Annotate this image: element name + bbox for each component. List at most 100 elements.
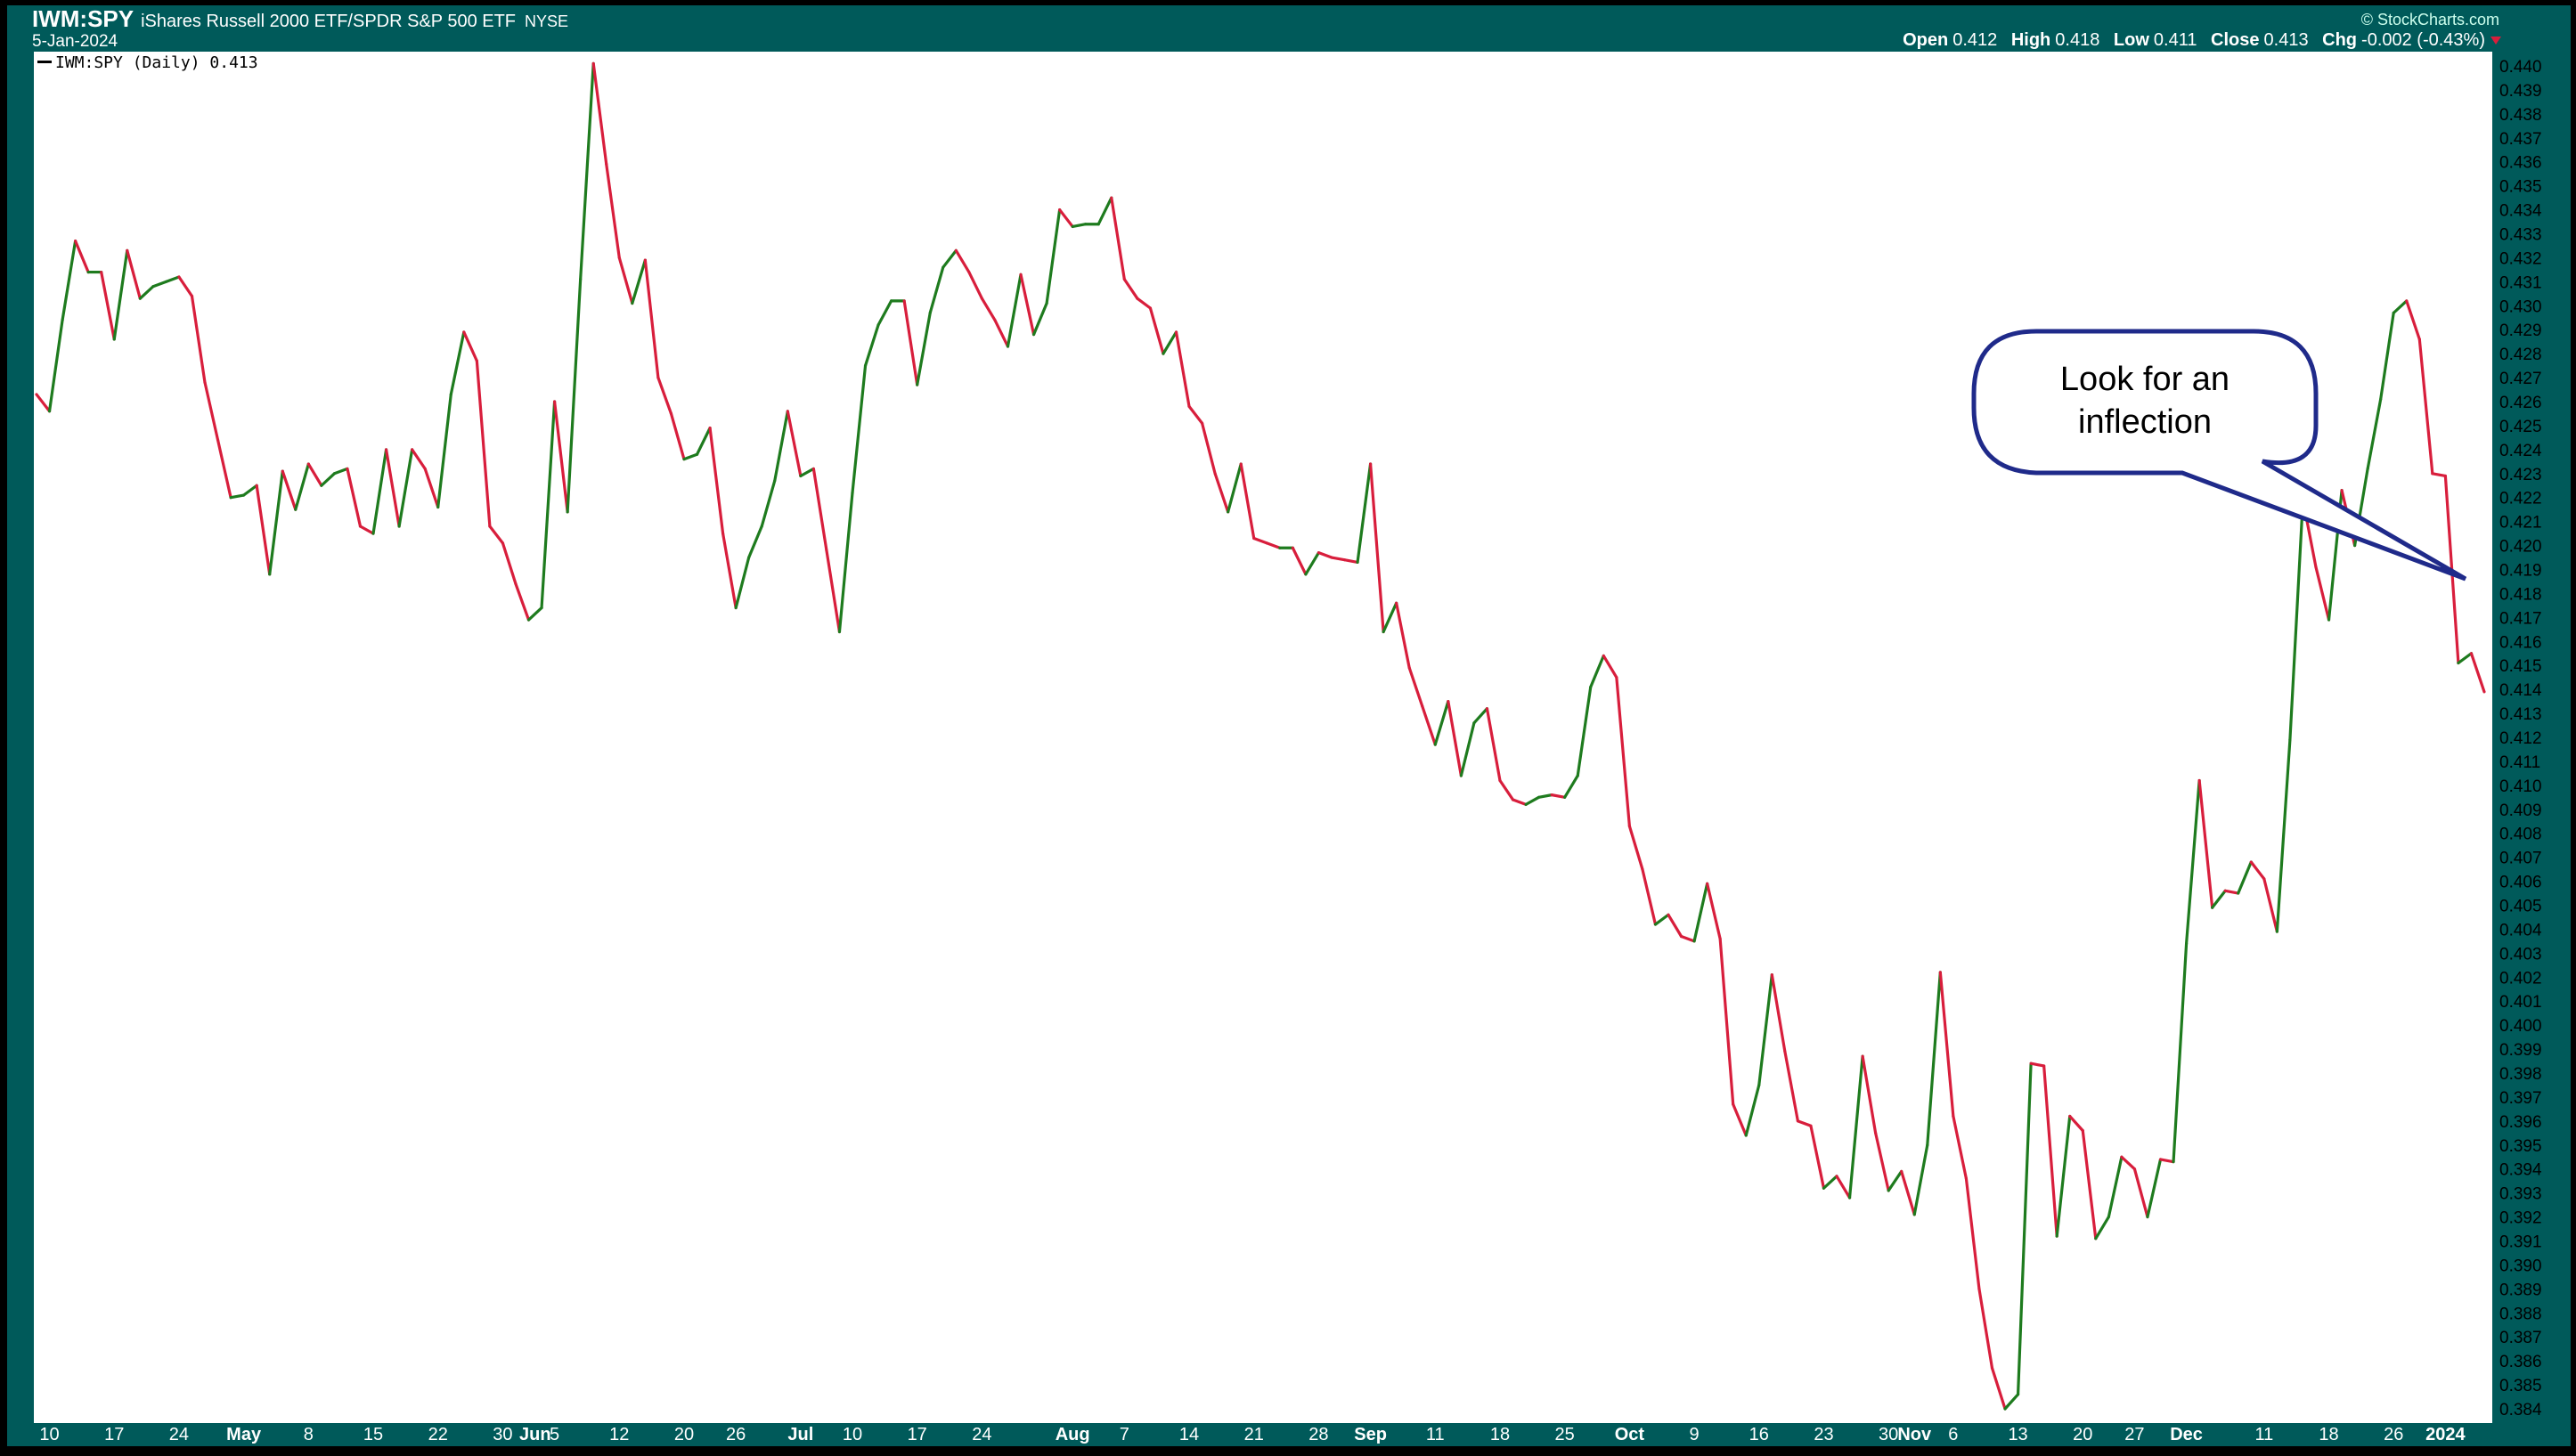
series-segment: [1265, 541, 1282, 549]
series-segment: [1952, 1114, 1969, 1181]
y-tick-label: 0.430: [2499, 297, 2542, 316]
y-tick-label: 0.420: [2499, 538, 2542, 557]
y-tick-label: 0.401: [2499, 993, 2542, 1012]
y-tick-label: 0.384: [2499, 1401, 2542, 1419]
y-tick-label: 0.423: [2499, 466, 2542, 484]
series-segment: [2146, 1158, 2163, 1219]
y-tick-label: 0.396: [2499, 1113, 2542, 1132]
series-segment: [2469, 652, 2486, 694]
y-tick-label: 0.413: [2499, 705, 2542, 724]
series-segment: [1887, 1169, 1903, 1192]
series-segment: [1757, 972, 1773, 1087]
series-segment: [2417, 338, 2434, 476]
series-segment: [1900, 1169, 1916, 1216]
series-segment: [605, 162, 621, 260]
series-segment: [2120, 1155, 2137, 1171]
series-segment: [1667, 913, 1683, 939]
x-tick-label: 6: [1948, 1425, 1958, 1444]
x-tick-label: May: [226, 1425, 262, 1444]
series-segment: [1874, 1131, 1890, 1192]
series-segment: [2211, 889, 2227, 909]
y-tick-label: 0.389: [2499, 1281, 2542, 1299]
series-segment: [786, 410, 803, 478]
series-segment: [643, 258, 660, 379]
y-tick-label: 0.436: [2499, 154, 2542, 173]
series-segment: [268, 469, 284, 576]
series-segment: [1537, 793, 1553, 799]
series-segment: [1071, 223, 1088, 229]
x-tick-label: 30: [493, 1425, 512, 1444]
series-segment: [579, 61, 595, 281]
series-segment: [540, 400, 557, 610]
series-segment: [2392, 299, 2409, 314]
x-tick-label: 18: [2319, 1425, 2338, 1444]
x-tick-label: 10: [39, 1425, 59, 1444]
series-segment: [2379, 311, 2395, 401]
legend-swatch: [37, 61, 52, 63]
exchange: NYSE: [525, 12, 568, 30]
x-tick-label: Jul: [787, 1425, 813, 1444]
series-segment: [1006, 272, 1023, 348]
legend-label: IWM:SPY (Daily) 0.413: [55, 53, 258, 72]
y-tick-label: 0.427: [2499, 370, 2542, 388]
series-segment: [837, 491, 854, 634]
callout-line-1: Look for an: [2060, 361, 2230, 398]
series-segment: [1770, 972, 1787, 1053]
x-tick-label: 17: [908, 1425, 927, 1444]
series-segment: [281, 469, 298, 511]
series-segment: [1938, 971, 1955, 1118]
series-segment: [1563, 774, 1579, 799]
series-segment: [1809, 1124, 1826, 1190]
series-segment: [1110, 196, 1126, 281]
series-segment: [1213, 472, 1230, 514]
series-segment: [2107, 1155, 2124, 1219]
y-tick-label: 0.429: [2499, 321, 2542, 340]
y-axis: 0.440 0.439 0.438 0.437 0.436 0.435 0.434 0.433…: [2499, 58, 2542, 1419]
y-tick-label: 0.392: [2499, 1209, 2542, 1228]
series-segment: [2457, 652, 2474, 665]
series-segment: [1433, 700, 1450, 746]
x-tick-label: 9: [1690, 1425, 1700, 1444]
chart-date: 5-Jan-2024: [32, 32, 118, 51]
y-tick-label: 0.403: [2499, 945, 2542, 964]
series-segment: [2431, 472, 2447, 478]
y-tick-label: 0.387: [2499, 1329, 2542, 1347]
x-tick-label: 13: [2008, 1425, 2027, 1444]
y-tick-label: 0.421: [2499, 514, 2542, 533]
series-segment: [2249, 860, 2266, 881]
series-segment: [591, 61, 608, 167]
series-segment: [1744, 1083, 1761, 1137]
series-segment: [294, 462, 310, 511]
x-tick-label: 11: [2254, 1425, 2273, 1444]
series-segment: [1847, 1054, 1864, 1200]
x-tick-label: 25: [1555, 1425, 1575, 1444]
series-segment: [1679, 934, 1696, 943]
series-segment: [501, 541, 518, 586]
series-segment: [164, 275, 181, 283]
series-segment: [851, 364, 868, 494]
chart-header: IWM:SPY iShares Russell 2000 ETF/SPDR S&P…: [32, 5, 2501, 51]
x-tick-label: 7: [1120, 1425, 1129, 1444]
y-tick-label: 0.399: [2499, 1041, 2542, 1060]
series-segment: [1485, 707, 1502, 783]
series-segment: [371, 448, 388, 535]
series-segment: [2068, 1114, 2084, 1133]
y-tick-label: 0.432: [2499, 249, 2542, 268]
series-segment: [126, 248, 142, 300]
series-segment: [2262, 877, 2278, 933]
series-segment: [2197, 778, 2214, 909]
series-segment: [1031, 301, 1048, 337]
series-segment: [1148, 306, 1165, 355]
series-segment: [1692, 882, 1709, 943]
y-tick-label: 0.438: [2499, 106, 2542, 125]
series-segment: [760, 479, 777, 528]
y-tick-label: 0.398: [2499, 1065, 2542, 1084]
series-segment: [320, 472, 337, 487]
x-tick-label: 5: [550, 1425, 559, 1444]
series-segment: [306, 462, 323, 487]
y-tick-label: 0.390: [2499, 1257, 2542, 1275]
series-segment: [1990, 1366, 2007, 1411]
x-tick-label: 27: [2124, 1425, 2144, 1444]
series-segment: [423, 467, 440, 509]
x-tick-label: Sep: [1354, 1425, 1387, 1444]
